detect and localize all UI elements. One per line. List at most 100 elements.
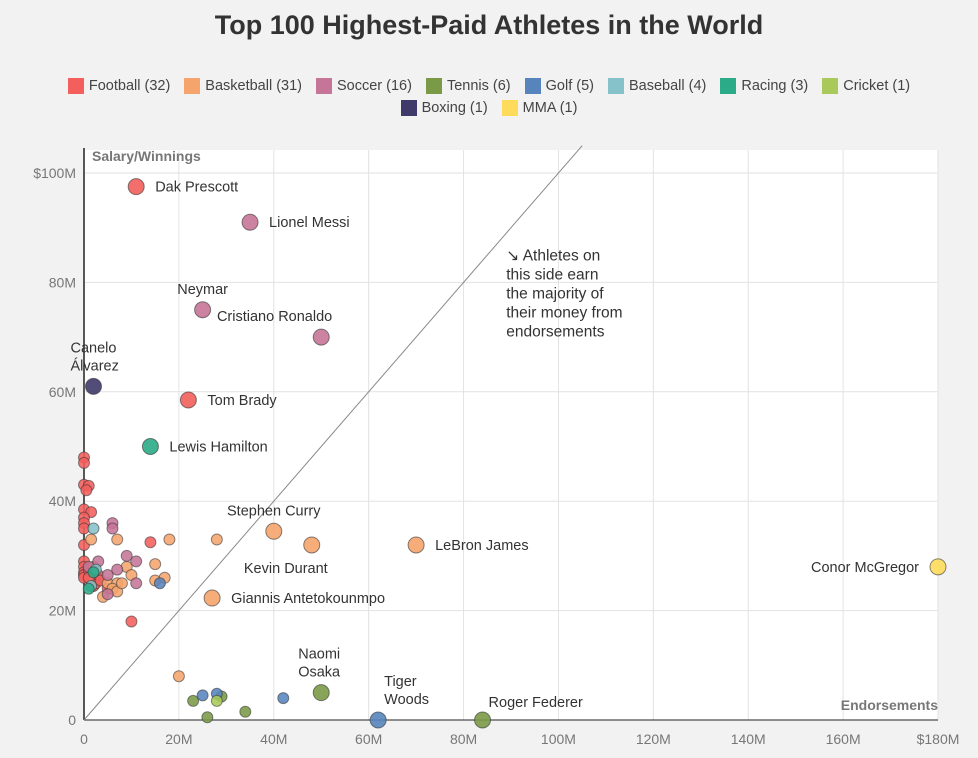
y-tick-label: 0 (68, 712, 76, 728)
point-label: Cristiano Ronaldo (217, 309, 332, 325)
data-point-basketball (85, 533, 98, 546)
point-label: Kevin Durant (244, 561, 328, 577)
point-label: Dak Prescott (155, 180, 238, 196)
data-point-football (125, 615, 138, 628)
point-label-line: Naomi (298, 647, 340, 663)
y-axis-label: Salary/Winnings (92, 148, 201, 164)
point-label: Tom Brady (207, 393, 277, 409)
data-point-named (127, 178, 145, 196)
y-tick-label: 80M (49, 274, 76, 290)
data-point-tennis (187, 694, 200, 707)
data-point-golf (153, 577, 166, 590)
x-tick-label: 100M (541, 731, 576, 747)
point-label: Naomi Osaka (298, 647, 341, 681)
legend-label: Racing (3) (741, 78, 809, 94)
x-tick-label: 160M (826, 731, 861, 747)
x-tick-label: 120M (636, 731, 671, 747)
legend-swatch (822, 78, 839, 94)
legend-item-soccer: Soccer (16) (316, 78, 412, 94)
data-point-football (80, 484, 93, 497)
point-label-line: Álvarez (70, 357, 118, 374)
point-label-line: Neymar (177, 282, 228, 298)
legend-label: Football (32) (88, 78, 171, 94)
data-point-basketball (111, 533, 124, 546)
data-point-basketball (149, 558, 162, 571)
x-tick-label: $180M (917, 731, 960, 747)
point-label-line: Woods (384, 692, 429, 708)
data-point-golf (277, 692, 290, 705)
annotation-line: the majority of (506, 286, 604, 303)
data-point-tennis (201, 711, 214, 724)
y-tick-label: $100M (33, 165, 76, 181)
y-tick-label: 60M (49, 384, 76, 400)
point-label-line: Tiger (384, 674, 417, 690)
data-point-named (312, 328, 330, 346)
data-point-named (929, 558, 947, 576)
point-label-line: Cristiano Ronaldo (217, 309, 332, 325)
legend-swatch (607, 78, 624, 94)
point-label-line: Dak Prescott (155, 180, 238, 196)
data-point-soccer (101, 588, 114, 601)
data-point-basketball (210, 533, 223, 546)
legend-swatch (501, 100, 518, 116)
data-point-soccer (101, 569, 114, 582)
legend-item-golf: Golf (5) (524, 78, 594, 94)
data-point-soccer (106, 522, 119, 535)
legend-swatch (720, 78, 737, 94)
data-point-cricket (210, 694, 223, 707)
annotation-line: endorsements (506, 324, 604, 341)
legend-swatch (400, 100, 417, 116)
data-point-basketball (172, 670, 185, 683)
data-point-racing (87, 566, 100, 579)
point-label: Canelo Álvarez (70, 340, 118, 374)
x-tick-label: 60M (355, 731, 382, 747)
point-label: Tiger Woods (384, 674, 429, 708)
point-label-line: Conor McGregor (811, 560, 919, 576)
data-point-named (265, 522, 283, 540)
legend-item-racing: Racing (3) (720, 78, 808, 94)
annotation-line: ↘ Athletes on (506, 248, 600, 265)
legend-label: Soccer (16) (337, 78, 412, 94)
point-label: Giannis Antetokounmpo (231, 591, 385, 607)
point-label-line: Canelo (70, 340, 116, 356)
data-point-tennis (239, 705, 252, 718)
legend-label: Boxing (1) (421, 100, 488, 116)
data-point-racing (82, 582, 95, 595)
x-axis-label: Endorsements (841, 697, 938, 713)
data-point-named (241, 213, 259, 231)
point-label-line: Lewis Hamilton (169, 440, 267, 456)
data-point-named (203, 589, 221, 607)
x-tick-label: 80M (450, 731, 477, 747)
data-point-soccer (130, 577, 143, 590)
legend-item-mma: MMA (1) (501, 100, 577, 116)
legend-label: Tennis (6) (446, 78, 511, 94)
data-point-named (303, 536, 321, 554)
legend-item-baseball: Baseball (4) (607, 78, 706, 94)
legend-swatch (524, 78, 541, 94)
data-point-soccer (111, 563, 124, 576)
x-tick-label: 40M (260, 731, 287, 747)
legend-label: Golf (5) (545, 78, 594, 94)
legend-item-football: Football (32) (67, 78, 171, 94)
data-point-named (407, 536, 425, 554)
data-point-basketball (115, 577, 128, 590)
data-point-baseball (87, 522, 100, 535)
legend-item-boxing: Boxing (1) (400, 100, 488, 116)
point-label-line: Osaka (298, 665, 341, 681)
data-point-football (144, 536, 157, 549)
legend: Football (32) Basketball (31) Soccer (16) T… (30, 78, 948, 116)
legend-item-tennis: Tennis (6) (425, 78, 511, 94)
x-tick-label: 0 (80, 731, 88, 747)
point-label-line: LeBron James (435, 538, 528, 554)
diagonal-line (83, 145, 583, 721)
y-tick-label: 40M (49, 493, 76, 509)
chart-title: Top 100 Highest-Paid Athletes in the Wor… (214, 10, 764, 40)
legend-swatch (425, 78, 442, 94)
legend-swatch (184, 78, 201, 94)
point-label-line: Giannis Antetokounmpo (231, 591, 385, 607)
point-label-line: Roger Federer (489, 695, 583, 711)
data-point-named (179, 391, 197, 409)
point-label: Conor McGregor (811, 560, 919, 576)
